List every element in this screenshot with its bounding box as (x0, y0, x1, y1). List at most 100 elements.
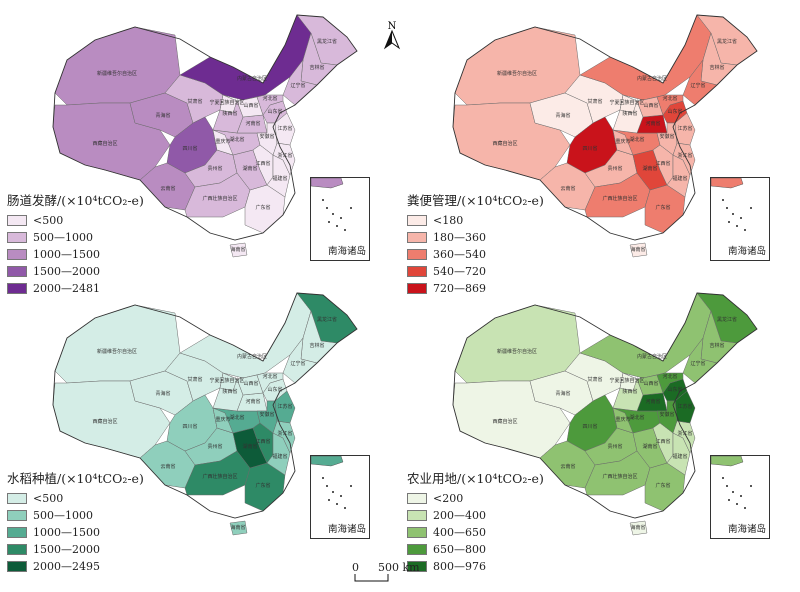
province-label-chongqing: 重庆市 (215, 138, 230, 145)
legend-item: 2000—2481 (7, 280, 144, 297)
province-label-hebei: 河北省 (262, 95, 277, 102)
province-label-chongqing: 重庆市 (615, 416, 630, 423)
legend-swatch (7, 249, 27, 260)
province-label-shanxi: 山西省 (243, 102, 258, 109)
province-label-guangxi: 广西壮族自治区 (202, 473, 237, 480)
province-label-zhejiang: 浙江省 (277, 152, 292, 159)
province-label-sichuan: 四川省 (182, 145, 197, 152)
province-label-xinjiang: 新疆维吾尔自治区 (97, 348, 137, 355)
scale-bar-zero: 0 (352, 561, 359, 574)
province-label-hubei: 湖北省 (629, 136, 644, 143)
province-ningxia (619, 94, 638, 114)
province-label-chongqing: 重庆市 (215, 416, 230, 423)
legend-swatch (7, 527, 27, 538)
province-label-guizhou: 贵州省 (607, 165, 622, 172)
country-outline (52, 14, 358, 241)
province-label-hainan: 海南省 (230, 246, 245, 253)
agland-legend: 农业用地/(×10⁴tCO₂-e) <200 200—400 400—650 650—8… (407, 468, 544, 575)
manure-legend: 粪便管理/(×10⁴tCO₂-e) <180 180—360 360—540 540—7… (407, 190, 544, 297)
legend-label: 400—650 (433, 526, 486, 539)
inset-island-dots (710, 455, 752, 509)
province-ningxia (219, 94, 238, 114)
province-label-neimenggu: 内蒙古自治区 (637, 353, 667, 360)
province-label-sichuan: 四川省 (582, 423, 597, 430)
province-label-shaanxi: 陕西省 (222, 110, 237, 117)
south-china-sea-inset: 南海诸岛 (310, 177, 370, 261)
province-label-henan: 河南省 (245, 398, 260, 405)
province-label-fujian: 福建省 (272, 453, 287, 460)
province-label-yunnan: 云南省 (560, 463, 575, 470)
province-hebei (256, 372, 284, 394)
province-label-hunan: 湖南省 (642, 165, 657, 172)
inset-island-dots (310, 455, 352, 509)
province-shanxi (236, 374, 264, 396)
province-chongqing (612, 407, 634, 434)
province-label-neimenggu: 内蒙古自治区 (237, 75, 267, 82)
legend-item: <200 (407, 490, 544, 507)
province-label-hainan: 海南省 (630, 246, 645, 253)
province-label-shaanxi: 陕西省 (622, 110, 637, 117)
province-label-ningxia: 宁夏回族自治区 (609, 99, 644, 106)
province-label-jiangxi: 江西省 (255, 160, 270, 167)
country-outline (452, 292, 758, 519)
legend-label: 800—976 (433, 560, 486, 573)
legend-label: 500—1000 (33, 231, 93, 244)
province-label-ningxia: 宁夏回族自治区 (209, 377, 244, 384)
province-chongqing (212, 129, 234, 156)
legend-item: <500 (7, 490, 144, 507)
province-label-hainan: 海南省 (630, 524, 645, 531)
country-outline (452, 14, 758, 241)
legend-item: 500—1000 (7, 507, 144, 524)
province-jiangsu (274, 390, 296, 424)
south-china-sea-inset: 南海诸岛 (310, 455, 370, 539)
legend-item: 1500—2000 (7, 263, 144, 280)
legend-label: 720—869 (433, 282, 486, 295)
legend-swatch (407, 493, 427, 504)
legend-item: 180—360 (407, 229, 544, 246)
legend-item: 500—1000 (7, 229, 144, 246)
legend-label: 1500—2000 (33, 265, 100, 278)
province-label-shanxi: 山西省 (643, 102, 658, 109)
province-label-hainan: 海南省 (230, 524, 245, 531)
legend-swatch (407, 544, 427, 555)
province-label-xinjiang: 新疆维吾尔自治区 (97, 70, 137, 77)
province-label-zhejiang: 浙江省 (277, 430, 292, 437)
legend-label: 180—360 (433, 231, 486, 244)
province-label-yunnan: 云南省 (560, 185, 575, 192)
province-label-liaoning: 辽宁省 (690, 360, 705, 367)
province-label-yunnan: 云南省 (160, 463, 175, 470)
legend-swatch (7, 510, 27, 521)
legend-swatch (407, 232, 427, 243)
province-shanxi (636, 96, 664, 118)
province-label-hubei: 湖北省 (229, 414, 244, 421)
country-outline (52, 292, 358, 519)
legend-swatch (407, 283, 427, 294)
legend-item: 800—976 (407, 558, 544, 575)
legend-swatch (7, 232, 27, 243)
province-label-guizhou: 贵州省 (207, 165, 222, 172)
province-label-xizang: 西藏自治区 (492, 418, 517, 425)
province-label-qinghai: 青海省 (555, 390, 570, 397)
province-label-shaanxi: 陕西省 (222, 388, 237, 395)
province-label-gansu: 甘肃省 (587, 376, 602, 383)
province-hainan (229, 520, 248, 536)
inset-label: 南海诸岛 (327, 524, 366, 535)
province-label-jiangsu: 江苏省 (277, 125, 292, 132)
province-label-jiangsu: 江苏省 (677, 403, 692, 410)
province-anhui (256, 400, 278, 434)
legend-swatch (7, 266, 27, 277)
legend-item: 650—800 (407, 541, 544, 558)
province-label-anhui: 安徽省 (259, 133, 274, 140)
legend-item: 400—650 (407, 524, 544, 541)
province-label-hebei: 河北省 (662, 373, 677, 380)
legend-item: <500 (7, 212, 144, 229)
province-hebei (256, 94, 284, 116)
province-label-jiangxi: 江西省 (655, 160, 670, 167)
province-label-fujian: 福建省 (672, 453, 687, 460)
province-label-heilongjiang: 黑龙江省 (717, 316, 737, 323)
agricultural-land-map-panel: 新疆维吾尔自治区 西藏自治区 青海省 甘肃省 内蒙古自治区 黑龙江省 吉林省 辽宁省 四川省 云南… (405, 283, 785, 573)
province-label-jilin: 吉林省 (309, 64, 324, 71)
province-label-shanxi: 山西省 (243, 380, 258, 387)
province-anhui (656, 400, 678, 434)
